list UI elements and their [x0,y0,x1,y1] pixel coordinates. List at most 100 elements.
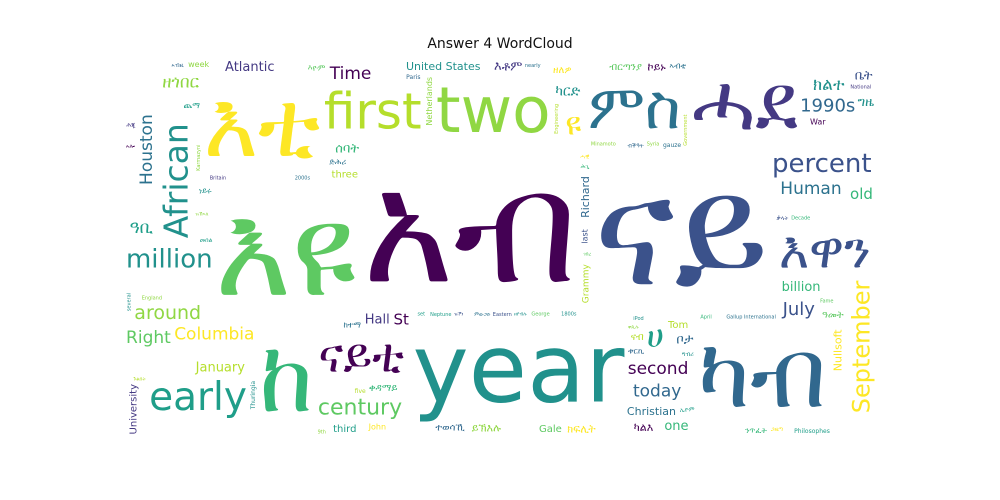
word-year: year [412,315,625,425]
word-item-161: ኣብዚ [171,62,184,69]
word-item-5: ካብ [698,318,826,430]
word-george: George [531,311,549,317]
word-item-126: ሰባት [335,141,359,156]
word-richard: Richard [579,176,592,218]
word-item-22: ጨማ [184,101,201,110]
word-first: first [324,83,422,141]
word-second: second [628,359,689,379]
word-thuringia: Thuringia [250,381,257,411]
word-item-115: ዘጎበር [162,73,199,93]
word-item-120: ካልእ [634,421,654,434]
word-netherlands: Netherlands [425,77,434,126]
word-grammy: Grammy [582,264,592,304]
word-item-142: መበል [200,237,213,244]
word-item-137: ብቕዓት [627,142,644,149]
word-item-155: ጉልበት [133,376,146,382]
word-item-151: ዝኸኣለ [195,211,208,217]
word-paris: Paris [406,74,420,81]
word-item-133: ቃላት [776,215,788,222]
word-christian: Christian [627,405,676,418]
word-several: several [126,293,132,311]
word-item-118: ዓቢ [130,218,154,238]
word-item-1: ናይ [594,143,769,321]
word-item-122: ግዜ [858,95,875,110]
word-african: African [156,123,195,238]
word-1800s: 1800s [561,312,577,318]
word-item-12: ናይቲ [318,329,404,384]
word-houston: Houston [137,114,157,185]
word-item-6: ከ [259,320,314,435]
word-fame: Fame [820,299,833,305]
word-minamoto: Minamoto [591,141,616,147]
chart-title: Answer 4 WordCloud [427,36,573,52]
word-item-0: አብ [362,137,577,319]
word-item-4: እቲ [203,71,320,178]
word-three: three [332,169,358,180]
word-tom: Tom [667,320,688,331]
word-item-166: ኢዮም [680,406,695,413]
word-decade: Decade [791,216,810,222]
word-third: third [333,424,356,435]
word-item-175: ቀጺሉ [628,324,639,330]
word-item-146: ካርድ [555,84,580,100]
word-item-129: ከተማ [343,321,361,330]
word-john: John [368,422,386,431]
word-1990s: 1990s [800,96,855,117]
word-old: old [850,185,873,203]
word-item-158: ዘየብሉ [514,311,527,317]
word-right: Right [126,328,171,348]
word-cloud-svg: አብ ናይ እዩ year እቲ ከ ካብ two ምስ ሓደ early first ናይቲ እዋን Un… [126,60,875,435]
word-gale: Gale [539,424,562,435]
word-item-13: እዋን [779,221,871,280]
word-cloud: አብ ናይ እዩ year እቲ ከ ካብ two ምስ ሓደ early first ናይቲ እዋን Un… [125,60,875,435]
word-time: Time [329,64,372,84]
word-item-145: ዝኾነ [454,312,463,318]
word-century: century [318,396,402,421]
word-item-121: ቤት [855,68,873,83]
word-2000s: 2000s [295,175,311,181]
word-atlantic: Atlantic [225,60,274,75]
word-percent: percent [772,149,872,179]
word-around: around [134,302,201,324]
word-columbia: Columbia [174,325,254,345]
word-national: National [850,85,871,91]
word-item-176: ሕጂ [126,122,136,129]
word-item-3: እዩ [215,176,356,326]
word-item-112: ዘለዎ [553,65,571,76]
word-engineering: Engineering [554,104,560,134]
word-ipod: iPod [633,316,643,322]
word-one: one [664,419,688,434]
word-gallup-international: Gallup International [726,315,776,321]
word-nearly: nearly [525,63,541,69]
word-september: September [848,280,875,413]
word-item-114: ቀዳማይ [369,383,398,394]
word-item-128: እቶም [494,60,522,75]
word-gauze: gauze [663,142,681,149]
word-today: today [633,381,681,401]
word-item-162: ሕጊ [581,163,590,170]
word-january: January [195,361,246,376]
word-item-123: ዓመት [822,310,844,321]
word-item-144: ኣሎ [126,143,136,150]
word-item-135: እዮም [308,64,326,73]
word-neptune: Neptune [430,312,451,318]
word-million: million [126,245,213,275]
word-item-130: ሀ [647,316,664,355]
word-item-160: ጋዜጣ [771,426,783,433]
word-item-113: ተወሳኺ [435,422,465,433]
word-item-110: ክልተ [813,75,845,95]
word-hall: Hall [365,313,390,328]
word-set: set [417,312,425,318]
word-karmazyni: Karmazyni [196,145,202,171]
word-early: early [149,375,247,420]
word-last: last [580,229,589,243]
word-item-147: ገበረ [583,252,591,258]
word-united-states: United States [406,60,481,73]
word-five: five [355,388,366,395]
word-item-141: ኣብቲ [669,62,686,71]
word-government: Government [683,114,689,145]
word-britain: Britain [210,175,226,181]
word-item-134: ነይሩ [199,187,212,196]
word-item-148: ሓዊ [580,153,589,160]
word-st: St [393,311,409,329]
